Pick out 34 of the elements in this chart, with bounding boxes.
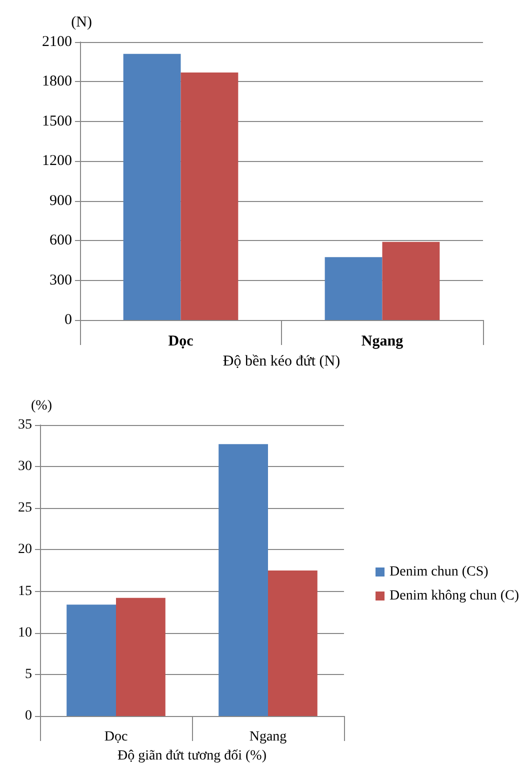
bar bbox=[218, 444, 268, 716]
x-axis-title: Độ giãn đứt tương đối (%) bbox=[118, 748, 267, 764]
y-tick-label: 35 bbox=[18, 418, 32, 432]
y-tick-label: 1200 bbox=[42, 153, 72, 170]
y-tick-label: 300 bbox=[50, 272, 72, 288]
bar bbox=[180, 72, 238, 320]
y-tick-label: 0 bbox=[25, 708, 32, 724]
y-tick-label: 600 bbox=[50, 232, 72, 249]
x-tick-label: Dọc bbox=[168, 334, 194, 350]
y-tick-label: 2100 bbox=[42, 34, 72, 50]
bar bbox=[268, 570, 318, 716]
x-axis-title: Độ bền kéo đứt (N) bbox=[222, 353, 340, 370]
y-tick-label: 30 bbox=[18, 459, 32, 474]
y-tick-label: 20 bbox=[18, 542, 32, 558]
bar bbox=[324, 257, 382, 320]
bar bbox=[66, 604, 116, 716]
y-tick-label: 1800 bbox=[42, 74, 72, 90]
x-tick-label: Ngang bbox=[361, 334, 404, 350]
bar bbox=[116, 598, 166, 716]
x-tick-label: Ngang bbox=[249, 730, 287, 744]
y-tick-label: 1500 bbox=[42, 113, 72, 130]
y-tick-label: 5 bbox=[25, 666, 32, 682]
y-tick-label: 900 bbox=[50, 192, 72, 209]
legend-label: Denim chun (CS) bbox=[390, 564, 489, 580]
bar bbox=[382, 242, 440, 320]
y-tick-label: 25 bbox=[18, 500, 32, 516]
x-tick-label: Dọc bbox=[104, 730, 128, 744]
y-axis-title: (N) bbox=[71, 14, 92, 30]
y-axis-title: (%) bbox=[31, 398, 52, 414]
legend-label: Denim không chun (C) bbox=[390, 588, 520, 604]
bar bbox=[123, 54, 181, 320]
y-tick-label: 0 bbox=[64, 312, 72, 328]
y-tick-label: 10 bbox=[18, 625, 32, 640]
y-tick-label: 15 bbox=[18, 584, 32, 599]
